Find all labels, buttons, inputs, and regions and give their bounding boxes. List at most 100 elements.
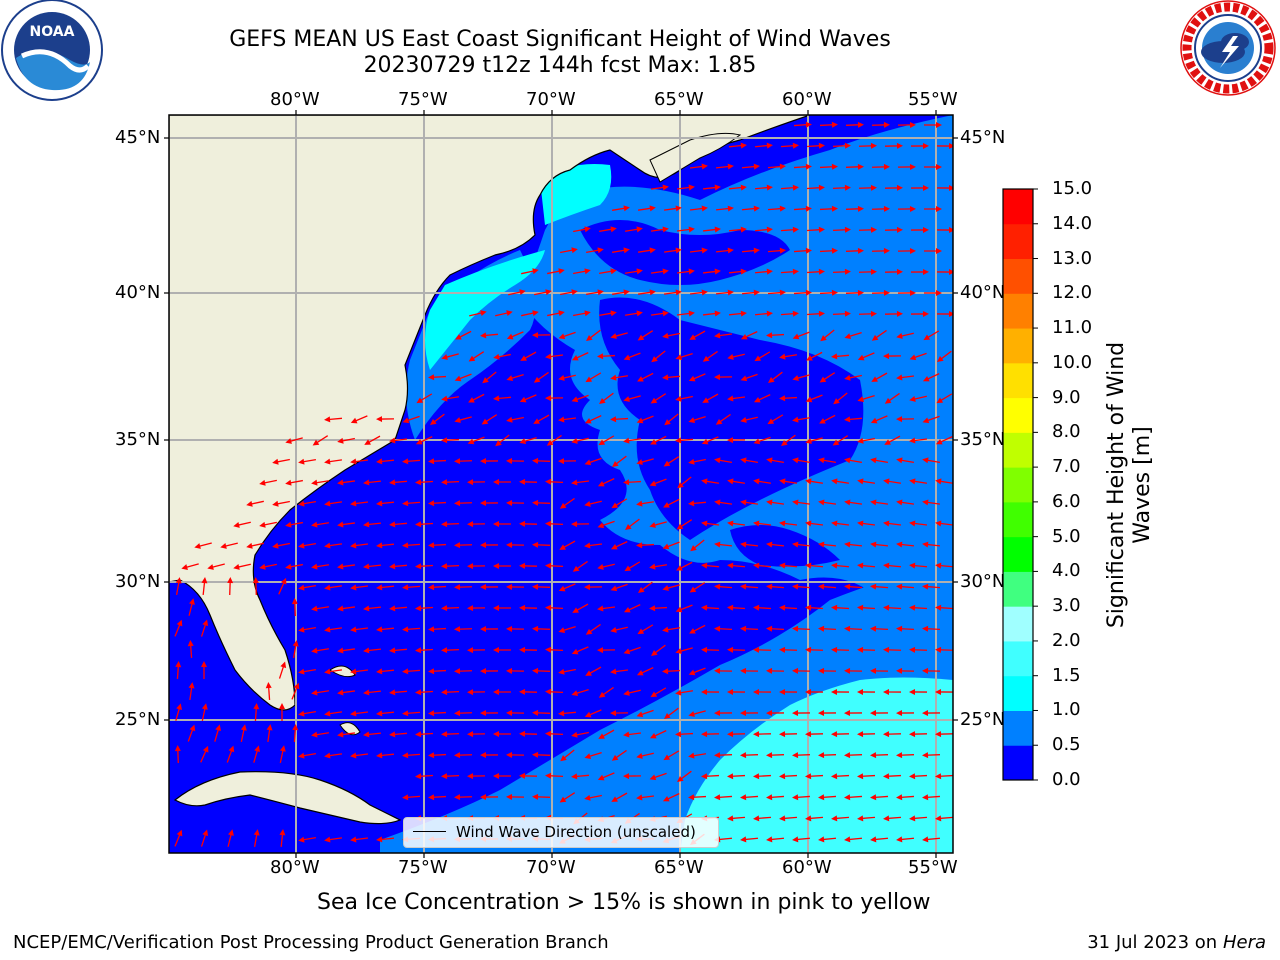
colorbar-tick-label: 1.0	[1052, 699, 1081, 721]
direction-arrow	[624, 268, 643, 275]
direction-arrow	[259, 479, 277, 486]
direction-arrow	[376, 542, 395, 549]
direction-arrow	[480, 710, 499, 717]
direction-arrow	[845, 247, 864, 254]
direction-arrow	[664, 413, 679, 426]
direction-arrow	[792, 836, 811, 843]
direction-arrow	[650, 687, 667, 698]
direction-arrow	[389, 479, 408, 486]
direction-arrow	[454, 373, 472, 382]
direction-arrow	[415, 689, 434, 696]
direction-arrow	[468, 351, 485, 362]
direction-arrow	[227, 829, 234, 847]
direction-arrow	[545, 604, 564, 611]
direction-arrow	[415, 436, 433, 445]
direction-arrow	[896, 583, 915, 590]
wave-band-1.0-1.5-north	[540, 164, 612, 225]
lat-label-left: 40°N	[115, 282, 161, 303]
direction-arrow	[292, 724, 299, 743]
direction-arrow	[792, 541, 811, 548]
direction-arrow	[428, 374, 447, 381]
direction-arrow	[291, 682, 300, 700]
direction-arrow	[675, 731, 694, 738]
direction-arrow	[532, 667, 551, 674]
direction-arrow	[805, 688, 824, 695]
direction-arrow	[495, 434, 510, 447]
direction-arrow	[467, 647, 486, 654]
lon-label-top: 55°W	[908, 89, 958, 110]
direction-arrow	[662, 668, 681, 675]
direction-arrow	[200, 745, 209, 763]
colorbar-tick-label: 10.0	[1052, 351, 1093, 373]
direction-arrow	[623, 731, 642, 738]
direction-arrow	[545, 772, 564, 779]
direction-arrow	[818, 752, 837, 759]
direction-arrow	[389, 437, 408, 444]
direction-arrow	[805, 562, 824, 569]
direction-arrow	[845, 163, 864, 170]
direction-arrow	[753, 562, 772, 569]
direction-arrow	[597, 647, 616, 654]
colorbar-tick-label: 14.0	[1052, 212, 1093, 234]
direction-arrow	[560, 749, 575, 762]
direction-arrow	[793, 163, 812, 170]
direction-arrow	[506, 583, 525, 590]
direction-arrow	[201, 577, 208, 596]
direction-arrow	[636, 794, 655, 801]
direction-arrow	[871, 329, 887, 341]
direction-arrow	[883, 688, 902, 695]
colorbar-tick-label: 12.0	[1052, 282, 1093, 304]
direction-arrow	[663, 750, 680, 761]
direction-arrow	[831, 731, 850, 738]
direction-arrow	[599, 268, 617, 275]
direction-arrow	[662, 374, 681, 381]
direction-arrow	[896, 794, 915, 801]
direction-arrow	[389, 521, 408, 528]
direction-arrow	[754, 184, 773, 191]
direction-arrow	[519, 688, 538, 695]
direction-arrow	[922, 752, 941, 759]
direction-arrow	[441, 395, 460, 402]
direction-arrow	[506, 331, 524, 340]
direction-arrow	[441, 689, 460, 696]
colorbar	[1002, 188, 1038, 781]
direction-arrow	[688, 710, 706, 717]
direction-arrow	[506, 667, 525, 674]
direction-arrow	[272, 500, 290, 507]
direction-arrow	[714, 374, 733, 381]
direction-arrow	[350, 584, 369, 591]
direction-arrow	[533, 371, 549, 383]
footer-date-text: 31 Jul 2023 on	[1087, 932, 1218, 953]
direction-arrow	[844, 836, 863, 843]
direction-arrow	[728, 310, 747, 317]
direction-arrow	[870, 541, 889, 548]
direction-arrow	[467, 563, 486, 570]
colorbar-segment	[1003, 328, 1033, 364]
direction-arrow	[662, 541, 680, 550]
direction-arrow	[311, 689, 330, 696]
direction-arrow	[324, 710, 343, 717]
direction-arrow	[766, 794, 785, 801]
direction-arrow	[779, 646, 798, 653]
colorbar-frame	[1002, 188, 1034, 781]
direction-arrow	[689, 330, 706, 340]
direction-arrow	[493, 730, 512, 737]
direction-arrow	[831, 815, 850, 822]
direction-arrow	[819, 372, 836, 383]
lon-label-top: 60°W	[782, 89, 832, 110]
direction-arrow	[701, 436, 719, 445]
direction-arrow	[857, 815, 876, 822]
direction-arrow	[298, 710, 316, 717]
direction-arrow	[533, 414, 550, 424]
direction-arrow	[870, 415, 888, 424]
direction-arrow	[650, 393, 667, 404]
colorbar-segment	[1003, 397, 1033, 433]
direction-arrow	[623, 479, 642, 486]
direction-arrow	[402, 458, 421, 465]
colorbar-segment	[1003, 432, 1033, 468]
direction-arrow	[598, 686, 614, 698]
direction-arrow	[910, 142, 929, 149]
direction-arrow	[740, 499, 759, 506]
direction-arrow	[935, 436, 953, 445]
